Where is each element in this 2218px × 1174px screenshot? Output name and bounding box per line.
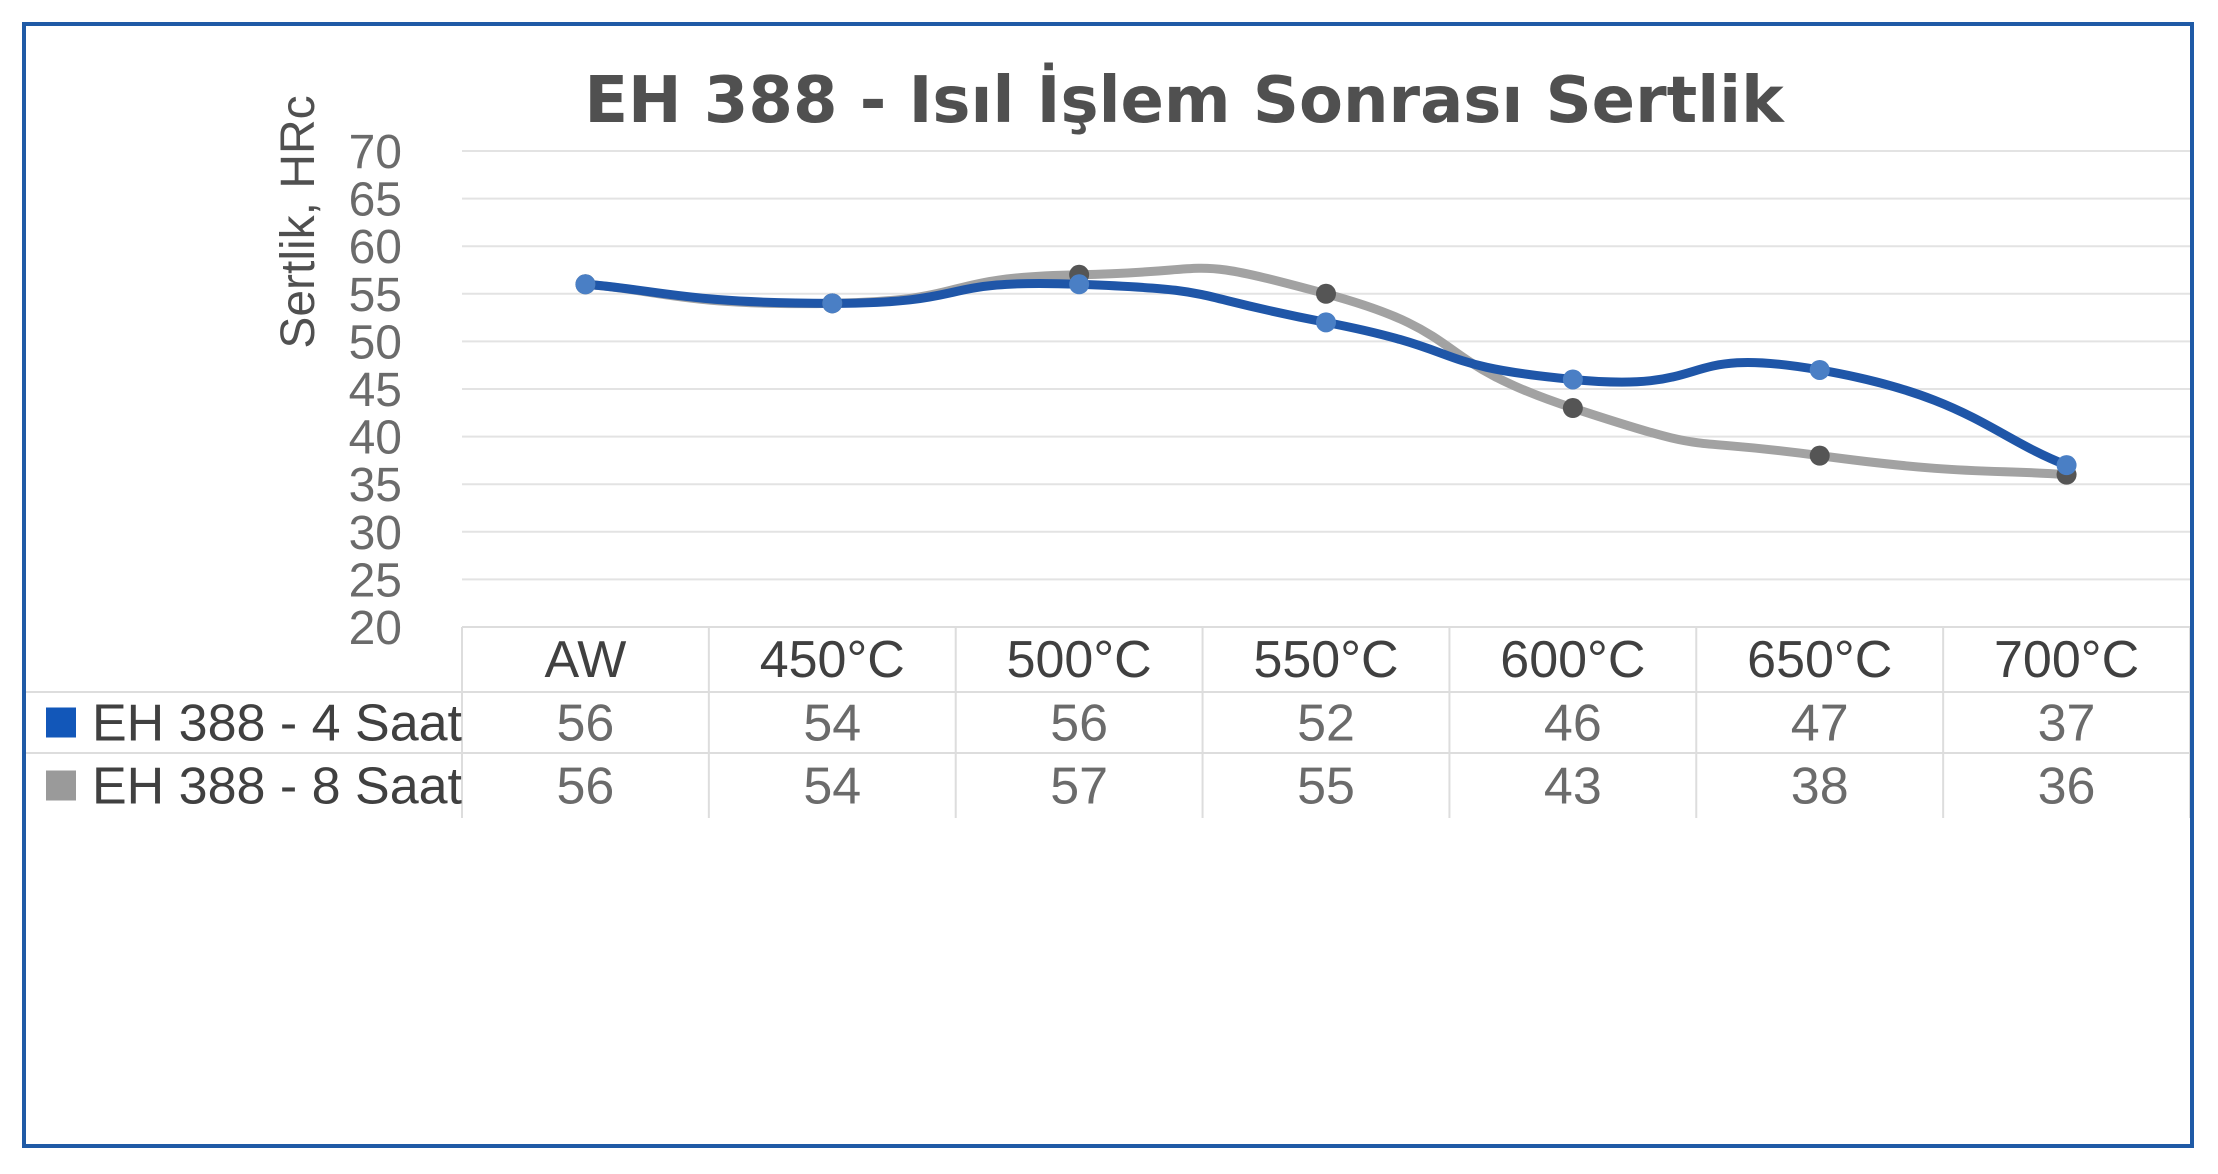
data-table-cell: 36 xyxy=(2038,758,2096,816)
data-point xyxy=(1316,312,1336,333)
x-category-label: 550°C xyxy=(1253,631,1398,689)
data-table-cell: 54 xyxy=(803,758,861,816)
y-tick-label: 25 xyxy=(349,554,402,607)
data-table-cell: 55 xyxy=(1297,758,1355,816)
data-table-cell: 54 xyxy=(803,695,861,753)
data-table-cell: 57 xyxy=(1050,758,1108,816)
data-point xyxy=(2056,455,2077,476)
data-point xyxy=(575,274,596,295)
y-tick-label: 35 xyxy=(349,459,402,512)
x-category-label: 600°C xyxy=(1500,631,1645,689)
data-table-cell: 47 xyxy=(1791,695,1849,753)
x-category-label: 700°C xyxy=(1994,631,2139,689)
data-point xyxy=(1316,283,1336,304)
legend-label: EH 388 - 8 Saat xyxy=(92,758,463,816)
x-category-label: 450°C xyxy=(760,631,905,689)
data-table-cell: 43 xyxy=(1544,758,1602,816)
legend-label: EH 388 - 4 Saat xyxy=(92,695,463,753)
series-lines xyxy=(575,263,2077,485)
chart-title: EH 388 - Isıl İşlem Sonrası Sertlik xyxy=(584,62,1785,138)
legend-swatch xyxy=(46,770,76,801)
series-line xyxy=(580,278,2072,470)
y-tick-label: 60 xyxy=(349,221,402,274)
y-tick-label: 55 xyxy=(349,269,402,322)
data-table-cell: 52 xyxy=(1297,695,1355,753)
data-table-cell: 56 xyxy=(557,758,615,816)
data-point xyxy=(822,293,843,314)
gridlines xyxy=(462,150,2190,581)
y-tick-label: 70 xyxy=(349,126,402,179)
y-tick-label: 30 xyxy=(349,507,402,560)
data-point xyxy=(1069,274,1090,295)
data-table-cell: 46 xyxy=(1544,695,1602,753)
x-category-label: 650°C xyxy=(1747,631,1892,689)
data-table-cell: 38 xyxy=(1791,758,1849,816)
chart-svg: EH 388 - Isıl İşlem Sonrası Sertlik Sert… xyxy=(26,62,2190,818)
data-table: AW 450°C 500°C 550°C 600°C 650°C 700°C EH 388 -… xyxy=(26,626,2190,818)
y-axis-label: Sertlik, HRc xyxy=(272,95,325,348)
data-point xyxy=(1562,369,1583,390)
y-tick-label: 50 xyxy=(349,316,402,369)
data-table-cell: 56 xyxy=(557,695,615,753)
chart-frame: EH 388 - Isıl İşlem Sonrası Sertlik Sert… xyxy=(22,22,2194,1148)
data-point xyxy=(1809,359,1830,380)
data-point xyxy=(1562,398,1583,419)
legend-swatch xyxy=(46,707,76,738)
y-tick-label: 65 xyxy=(349,174,402,227)
y-tick-label: 45 xyxy=(349,364,402,417)
data-point xyxy=(1809,445,1830,466)
y-tick-label: 40 xyxy=(349,412,402,465)
x-category-label: 500°C xyxy=(1007,631,1152,689)
data-table-cell: 37 xyxy=(2038,695,2096,753)
data-table-cell: 56 xyxy=(1050,695,1108,753)
y-tick-label: 20 xyxy=(349,602,402,655)
x-category-label: AW xyxy=(545,631,627,689)
